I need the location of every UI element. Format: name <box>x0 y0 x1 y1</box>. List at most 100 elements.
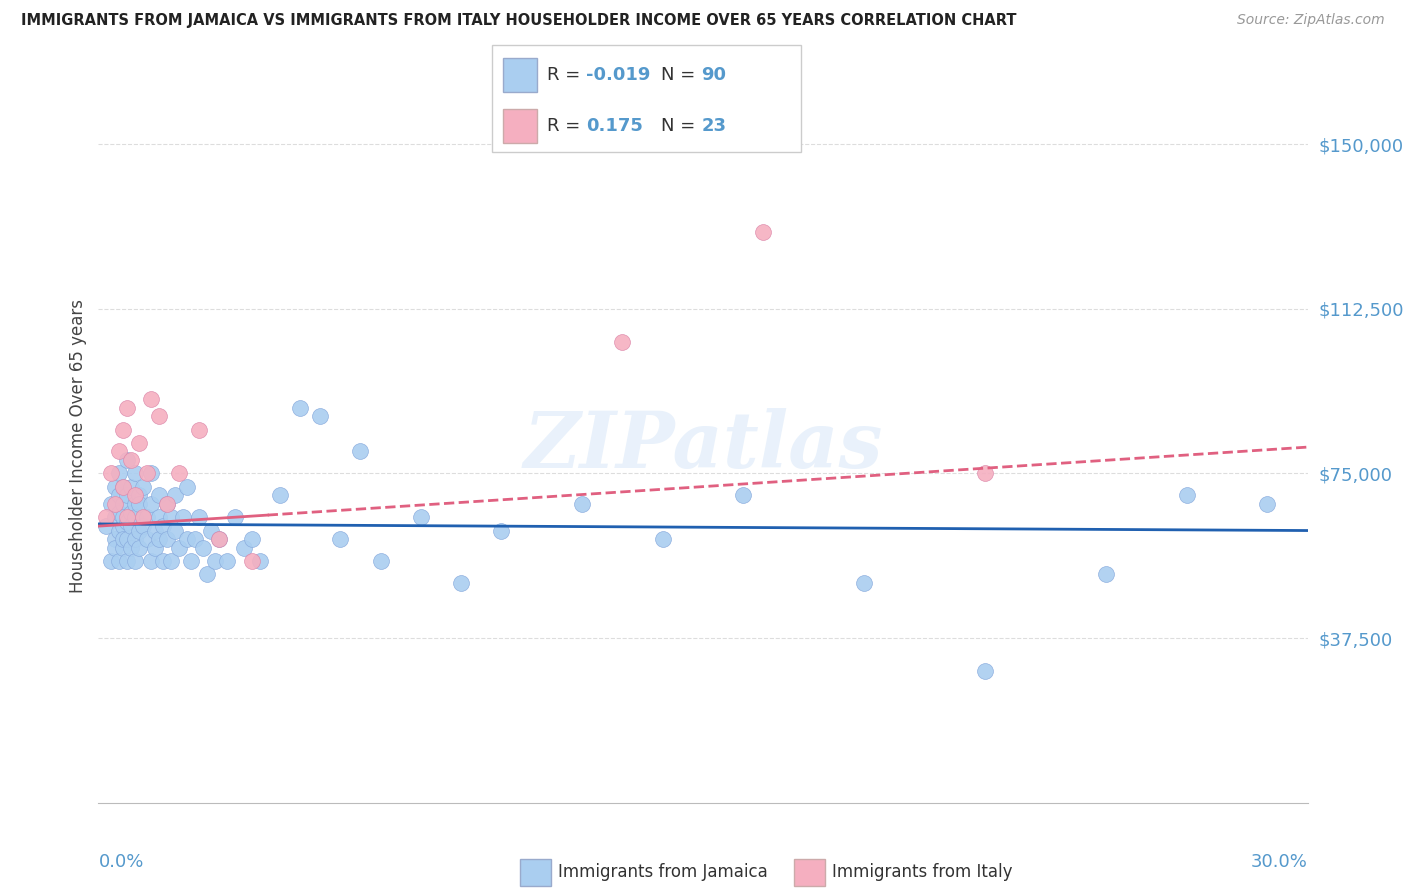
Point <box>103 533 125 547</box>
Point <box>111 497 134 511</box>
Point <box>217 554 239 568</box>
Point <box>115 554 138 568</box>
Point <box>184 533 207 547</box>
Text: R =: R = <box>547 66 586 84</box>
Point <box>103 510 125 524</box>
Point <box>100 554 122 568</box>
Point <box>107 488 129 502</box>
Point <box>107 467 129 481</box>
Point <box>111 510 134 524</box>
Point <box>188 510 211 524</box>
Point <box>96 519 118 533</box>
Point <box>200 524 222 538</box>
Point <box>115 533 138 547</box>
Point <box>128 497 150 511</box>
Point <box>370 554 392 568</box>
Text: N =: N = <box>661 66 700 84</box>
Point <box>156 497 179 511</box>
Point <box>148 409 170 424</box>
Point <box>96 510 118 524</box>
Point <box>103 541 125 555</box>
Point <box>111 541 134 555</box>
Point <box>100 497 122 511</box>
Point <box>232 541 254 555</box>
Point <box>115 488 138 502</box>
Point <box>180 554 202 568</box>
Point <box>124 554 146 568</box>
Point <box>107 554 129 568</box>
Point <box>612 334 634 349</box>
Point <box>167 467 190 481</box>
Point <box>128 541 150 555</box>
Point <box>853 576 876 591</box>
Point <box>128 435 150 450</box>
Point <box>115 515 138 529</box>
Point <box>111 519 134 533</box>
Point <box>160 510 183 524</box>
Text: -0.019: -0.019 <box>586 66 651 84</box>
Point <box>103 497 125 511</box>
Point <box>103 480 125 494</box>
Point <box>409 510 432 524</box>
Point <box>491 524 513 538</box>
Point <box>195 567 218 582</box>
Point <box>571 497 593 511</box>
Point <box>974 467 997 481</box>
Point <box>188 423 211 437</box>
Point <box>115 453 138 467</box>
Point <box>120 519 142 533</box>
Point <box>132 519 155 533</box>
Text: Immigrants from Jamaica: Immigrants from Jamaica <box>558 863 768 881</box>
Point <box>111 533 134 547</box>
Text: ZIPatlas: ZIPatlas <box>523 408 883 484</box>
Text: Immigrants from Italy: Immigrants from Italy <box>832 863 1012 881</box>
Point <box>249 554 271 568</box>
Point <box>193 541 215 555</box>
Y-axis label: Householder Income Over 65 years: Householder Income Over 65 years <box>69 299 87 593</box>
Point <box>269 488 291 502</box>
Text: 23: 23 <box>702 117 727 135</box>
Point <box>120 453 142 467</box>
Point <box>115 510 138 524</box>
Point <box>111 480 134 494</box>
Point <box>167 541 190 555</box>
Point <box>139 497 162 511</box>
Point <box>148 533 170 547</box>
Point <box>240 554 263 568</box>
Point <box>124 488 146 502</box>
Point <box>107 444 129 458</box>
Point <box>974 664 997 678</box>
Point <box>1175 488 1198 502</box>
Point <box>148 488 170 502</box>
Point <box>128 488 150 502</box>
Point <box>135 510 157 524</box>
Point <box>176 533 198 547</box>
Point <box>107 524 129 538</box>
Point <box>176 480 198 494</box>
Point <box>163 524 186 538</box>
Point <box>132 510 155 524</box>
Point <box>224 510 246 524</box>
Point <box>152 519 174 533</box>
Point <box>111 480 134 494</box>
Point <box>143 541 166 555</box>
Point <box>139 554 162 568</box>
Point <box>148 510 170 524</box>
Point <box>124 533 146 547</box>
Point <box>208 533 231 547</box>
Point <box>172 510 194 524</box>
Point <box>135 533 157 547</box>
Point <box>309 409 332 424</box>
Point <box>100 467 122 481</box>
Point <box>120 541 142 555</box>
Point <box>120 506 142 520</box>
Point <box>288 401 311 415</box>
Point <box>143 524 166 538</box>
Point <box>124 497 146 511</box>
Text: 0.175: 0.175 <box>586 117 643 135</box>
Point <box>160 554 183 568</box>
Point <box>156 533 179 547</box>
Point <box>733 488 755 502</box>
Text: IMMIGRANTS FROM JAMAICA VS IMMIGRANTS FROM ITALY HOUSEHOLDER INCOME OVER 65 YEAR: IMMIGRANTS FROM JAMAICA VS IMMIGRANTS FR… <box>21 13 1017 29</box>
Point <box>132 480 155 494</box>
